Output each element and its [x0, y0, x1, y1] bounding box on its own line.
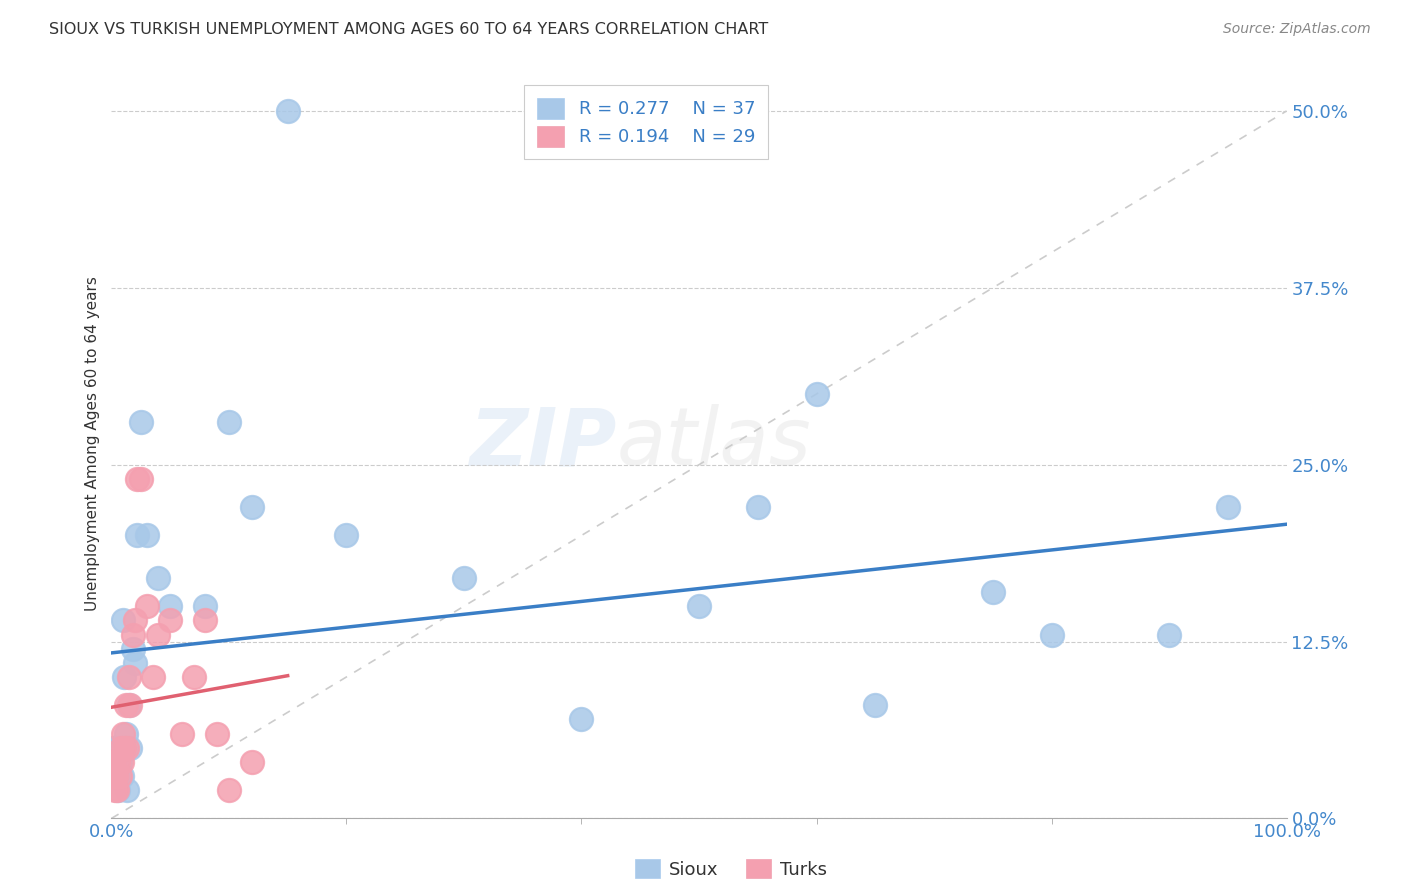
Point [170, 726, 193, 740]
Point [194, 599, 217, 614]
Y-axis label: Unemployment Among Ages 60 to 64 years: Unemployment Among Ages 60 to 64 years [86, 276, 100, 611]
Point [108, 755, 131, 769]
Point [118, 670, 141, 684]
Point [105, 769, 128, 783]
Point [118, 698, 141, 713]
Point [110, 740, 132, 755]
Point [747, 500, 769, 515]
Point [141, 670, 163, 684]
Point [103, 769, 125, 783]
Point [111, 755, 134, 769]
Text: SIOUX VS TURKISH UNEMPLOYMENT AMONG AGES 60 TO 64 YEARS CORRELATION CHART: SIOUX VS TURKISH UNEMPLOYMENT AMONG AGES… [49, 22, 769, 37]
Point [981, 585, 1004, 599]
Point [1216, 500, 1239, 515]
Point [135, 599, 157, 614]
Point [111, 769, 134, 783]
Point [127, 528, 149, 542]
Point [110, 740, 132, 755]
Point [242, 500, 264, 515]
Point [101, 740, 124, 755]
Point [112, 613, 135, 627]
Point [115, 740, 138, 755]
Point [1040, 627, 1063, 641]
Point [112, 726, 135, 740]
Point [121, 641, 143, 656]
Point [104, 783, 127, 797]
Point [135, 528, 157, 542]
Point [194, 613, 217, 627]
Point [120, 740, 142, 755]
Point [108, 769, 131, 783]
Point [205, 726, 228, 740]
Point [124, 613, 146, 627]
Point [159, 599, 181, 614]
Point [101, 755, 124, 769]
Point [183, 670, 205, 684]
Text: atlas: atlas [617, 404, 811, 483]
Point [112, 740, 135, 755]
Point [127, 472, 149, 486]
Point [107, 755, 129, 769]
Point [121, 627, 143, 641]
Point [218, 415, 240, 429]
Point [105, 740, 128, 755]
Point [104, 769, 127, 783]
Point [148, 571, 170, 585]
Legend: R = 0.277    N = 37, R = 0.194    N = 29: R = 0.277 N = 37, R = 0.194 N = 29 [524, 85, 768, 160]
Text: ZIP: ZIP [470, 404, 617, 483]
Point [114, 726, 136, 740]
Point [688, 599, 710, 614]
Point [129, 415, 152, 429]
Point [159, 613, 181, 627]
Point [129, 472, 152, 486]
Point [105, 783, 128, 797]
Legend: Sioux, Turks: Sioux, Turks [636, 859, 827, 879]
Point [107, 783, 129, 797]
Point [148, 627, 170, 641]
Point [115, 783, 138, 797]
Point [103, 755, 125, 769]
Point [335, 528, 357, 542]
Point [124, 656, 146, 670]
Text: Source: ZipAtlas.com: Source: ZipAtlas.com [1223, 22, 1371, 37]
Point [1157, 627, 1180, 641]
Point [865, 698, 887, 713]
Point [218, 783, 240, 797]
Point [242, 755, 264, 769]
Point [112, 670, 135, 684]
Point [114, 698, 136, 713]
Point [120, 698, 142, 713]
Point [806, 387, 828, 401]
Point [571, 713, 593, 727]
Point [453, 571, 475, 585]
Point [105, 769, 128, 783]
Point [277, 103, 299, 118]
